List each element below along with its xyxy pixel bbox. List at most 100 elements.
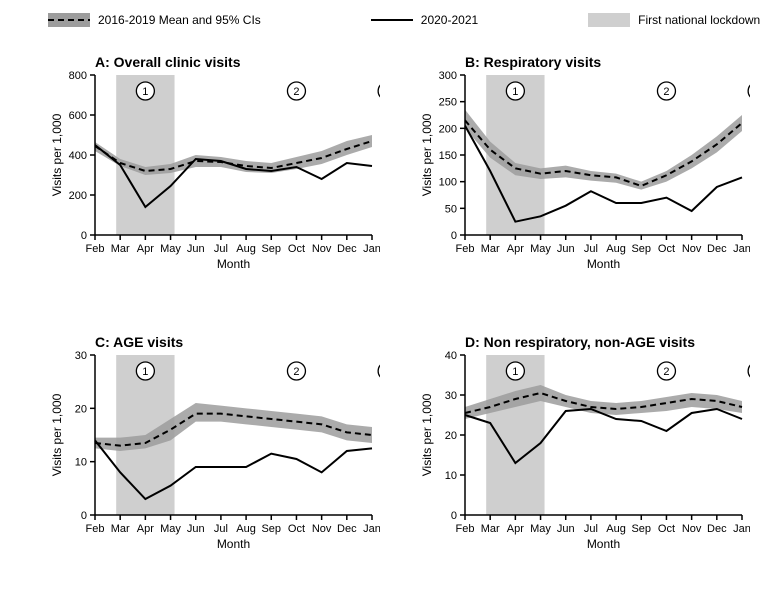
y-tick-label: 30	[445, 390, 457, 402]
panel-title: D: Non respiratory, non-AGE visits	[465, 334, 695, 350]
event-marker-label: 1	[512, 86, 518, 98]
legend-lockdown: First national lockdown	[588, 13, 760, 27]
x-tick-label: Aug	[236, 243, 256, 255]
x-axis-label: Month	[217, 537, 250, 551]
panel-c-age: 0102030FebMarAprMayJunJulAugSepOctNovDec…	[50, 330, 380, 560]
x-tick-label: Jul	[214, 243, 228, 255]
x-tick-label: May	[160, 523, 181, 535]
y-tick-label: 400	[69, 150, 87, 162]
legend-solid-swatch	[371, 13, 413, 27]
y-tick-label: 800	[69, 70, 87, 82]
event-marker-circle	[378, 82, 380, 100]
x-axis-label: Month	[587, 537, 620, 551]
y-tick-label: 0	[451, 230, 457, 242]
x-tick-label: Apr	[507, 243, 524, 255]
x-tick-label: Sep	[261, 243, 281, 255]
x-tick-label: May	[530, 523, 551, 535]
x-tick-label: Feb	[86, 523, 105, 535]
legend-lockdown-label: First national lockdown	[638, 13, 760, 27]
x-axis-label: Month	[217, 257, 250, 271]
panel-title: B: Respiratory visits	[465, 54, 601, 70]
x-tick-label: Sep	[631, 243, 651, 255]
y-tick-label: 50	[445, 203, 457, 215]
y-tick-label: 150	[439, 150, 457, 162]
x-tick-label: Jun	[187, 243, 205, 255]
x-axis-label: Month	[587, 257, 620, 271]
x-tick-label: Jan	[363, 523, 380, 535]
x-tick-label: Oct	[288, 523, 305, 535]
panel-title: C: AGE visits	[95, 334, 183, 350]
y-tick-label: 0	[451, 510, 457, 522]
legend-ci: 2016-2019 Mean and 95% CIs	[48, 13, 261, 27]
y-axis-label: Visits per 1,000	[50, 113, 64, 196]
x-tick-label: Feb	[456, 243, 475, 255]
event-marker-label: 2	[663, 366, 669, 378]
y-axis-label: Visits per 1,000	[420, 393, 434, 476]
y-tick-label: 300	[439, 70, 457, 82]
legend: 2016-2019 Mean and 95% CIs 2020-2021 Fir…	[0, 8, 777, 32]
y-tick-label: 0	[81, 510, 87, 522]
x-tick-label: Jun	[557, 523, 575, 535]
x-tick-label: Jun	[187, 523, 205, 535]
x-tick-label: Oct	[288, 243, 305, 255]
legend-ci-label: 2016-2019 Mean and 95% CIs	[98, 13, 261, 27]
x-tick-label: Mar	[111, 523, 130, 535]
x-tick-label: Jan	[733, 243, 750, 255]
y-tick-label: 30	[75, 350, 87, 362]
y-tick-label: 600	[69, 110, 87, 122]
y-tick-label: 10	[445, 470, 457, 482]
y-tick-label: 100	[439, 177, 457, 189]
panel-d-nonresp: 010203040FebMarAprMayJunJulAugSepOctNovD…	[420, 330, 750, 560]
legend-lockdown-swatch	[588, 13, 630, 27]
event-marker-circle	[748, 362, 750, 380]
x-tick-label: Jul	[584, 243, 598, 255]
x-tick-label: Sep	[631, 523, 651, 535]
panel-b-respiratory: 0 50 100 150 200 250 300 Feb Mar Apr May Jun Jul Aug S…	[420, 50, 750, 280]
x-tick-label: Nov	[682, 243, 702, 255]
y-tick-label: 250	[439, 97, 457, 109]
x-tick-label: Nov	[312, 523, 332, 535]
y-tick-label: 10	[75, 457, 87, 469]
x-tick-label: Nov	[312, 243, 332, 255]
x-tick-label: Apr	[137, 243, 154, 255]
y-axis-label: Visits per 1,000	[50, 393, 64, 476]
x-tick-label: Apr	[137, 523, 154, 535]
x-tick-label: Dec	[337, 243, 357, 255]
x-tick-label: Nov	[682, 523, 702, 535]
x-tick-label: May	[160, 243, 181, 255]
event-marker-circle	[748, 82, 750, 100]
x-tick-label: Aug	[606, 243, 626, 255]
event-marker-label: 2	[293, 366, 299, 378]
y-tick-label: 200	[69, 190, 87, 202]
event-marker-label: 1	[142, 366, 148, 378]
event-marker-label: 2	[293, 86, 299, 98]
x-tick-label: Feb	[86, 243, 105, 255]
y-axis-label: Visits per 1,000	[420, 113, 434, 196]
x-tick-label: Dec	[707, 243, 727, 255]
x-tick-label: Mar	[111, 243, 130, 255]
x-tick-label: Jan	[363, 243, 380, 255]
event-marker-label: 2	[663, 86, 669, 98]
x-tick-label: Jan	[733, 523, 750, 535]
event-marker-circle	[378, 362, 380, 380]
legend-ci-swatch	[48, 13, 90, 27]
x-tick-label: Jun	[557, 243, 575, 255]
x-tick-label: Jul	[584, 523, 598, 535]
x-tick-label: May	[530, 243, 551, 255]
x-tick-label: Mar	[481, 243, 500, 255]
x-tick-label: Aug	[236, 523, 256, 535]
y-tick-label: 0	[81, 230, 87, 242]
panel-title: A: Overall clinic visits	[95, 54, 241, 70]
event-marker-label: 1	[142, 86, 148, 98]
figure-container: 2016-2019 Mean and 95% CIs 2020-2021 Fir…	[0, 0, 777, 614]
legend-solid-label: 2020-2021	[421, 13, 478, 27]
panel-a-overall: 0 200 400 600 800 Feb Mar Apr May Jun Jul Aug Sep Oct…	[50, 50, 380, 280]
y-tick-label: 20	[445, 430, 457, 442]
y-tick-label: 200	[439, 123, 457, 135]
x-tick-label: Apr	[507, 523, 524, 535]
legend-solid: 2020-2021	[371, 13, 478, 27]
x-tick-label: Oct	[658, 243, 675, 255]
x-tick-label: Dec	[707, 523, 727, 535]
y-tick-label: 20	[75, 403, 87, 415]
x-tick-label: Oct	[658, 523, 675, 535]
